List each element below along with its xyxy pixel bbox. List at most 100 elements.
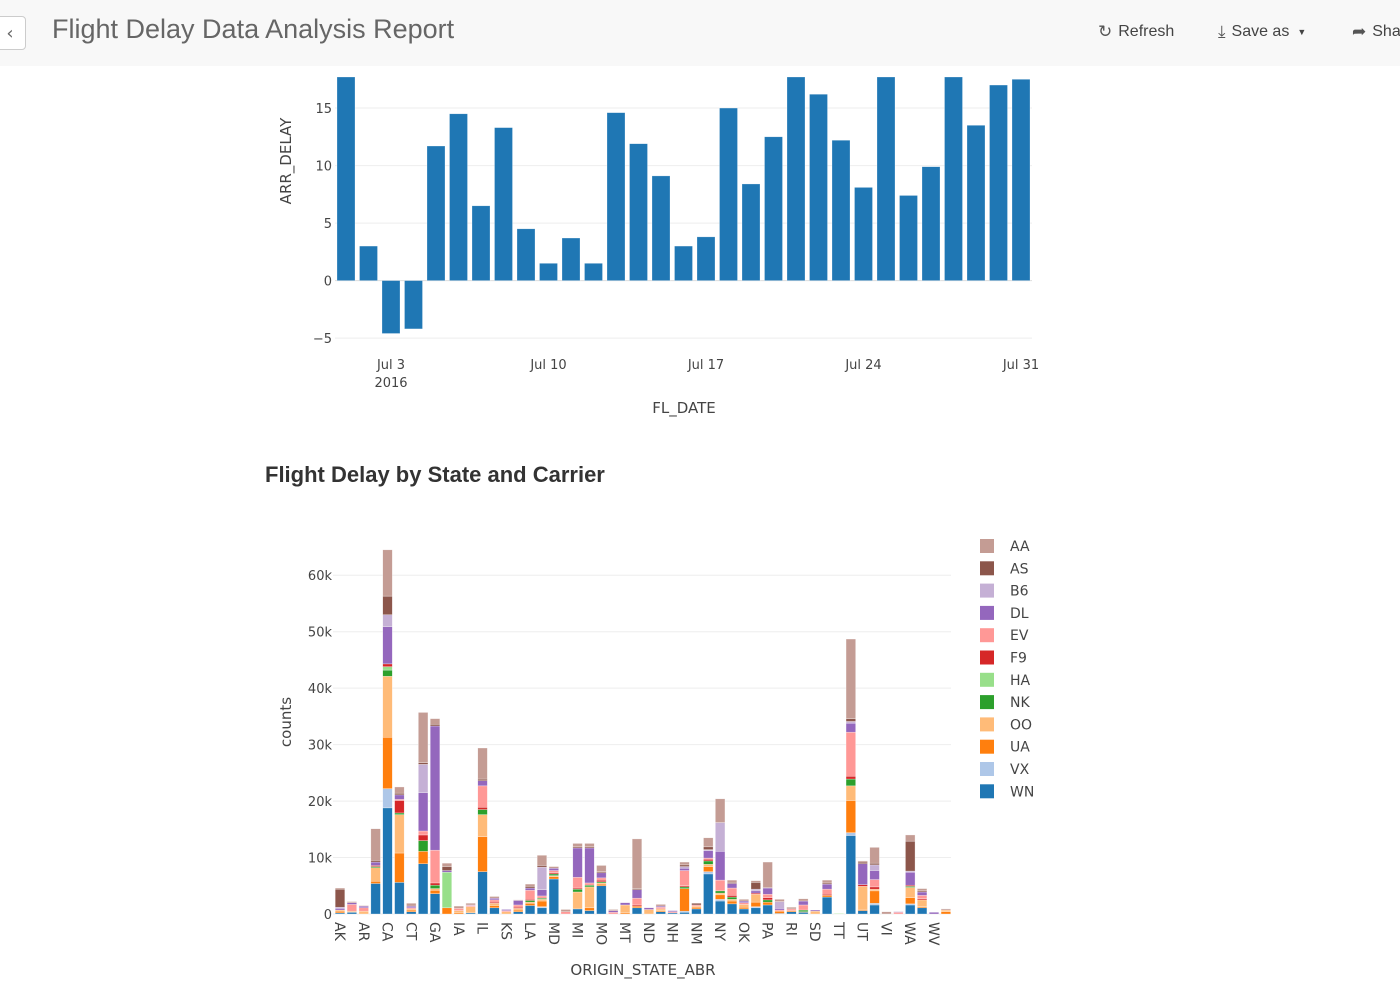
bar-segment-GA-EV: [429, 849, 441, 884]
bar-segment-NY-UA: [715, 894, 726, 900]
bar-segment-MT-DL: [620, 902, 631, 906]
bar-segment-NV-B6: [703, 849, 714, 852]
bar-segment-MS-EV: [608, 912, 619, 915]
bar-segment-MI-NK: [572, 888, 583, 893]
y-axis-title: counts: [277, 697, 295, 747]
bar-segment-NM-UA: [691, 906, 702, 910]
bar-segment-CA-F9: [382, 663, 393, 667]
bar-segment-MO-AS: [596, 871, 607, 874]
bar-segment-PR-EV: [774, 909, 785, 912]
bar-segment-MN-AS: [584, 846, 595, 849]
bar-segment-NM-OO: [691, 905, 702, 908]
bar-segment-IA-AA: [453, 905, 464, 909]
bar-segment-IN-DL: [489, 897, 500, 901]
share-label: Share: [1372, 23, 1400, 40]
bar-segment-OR-WN: [750, 907, 761, 915]
bar-segment-MO-DL: [596, 872, 607, 879]
bar-segment-OH-UA: [726, 900, 738, 905]
refresh-button[interactable]: ↻ Refresh: [1098, 22, 1174, 42]
legend-label: VX: [1010, 762, 1030, 778]
y-tick-label: 10k: [308, 852, 333, 867]
bar-segment-NE-AA: [655, 904, 666, 907]
back-button[interactable]: ‹: [0, 16, 26, 50]
bar-segment-TN-UA: [822, 895, 833, 898]
bar-segment-MN-DL: [584, 847, 595, 884]
x-tick-label: TT: [830, 921, 846, 939]
bar-segment-LA-AS: [525, 886, 536, 889]
y-tick-label: 15: [315, 102, 332, 117]
bar-segment-WY-UA: [940, 911, 951, 915]
bar-segment-MI-F9: [572, 887, 583, 890]
bar-segment-TX-OO: [845, 785, 856, 801]
bar-segment-MN-UA: [584, 907, 595, 911]
share-button[interactable]: ➦ Share: [1352, 22, 1400, 42]
x-tick-label: CT: [402, 922, 418, 941]
bar-segment-AR-AA: [358, 905, 369, 907]
x-tick-label: MD: [545, 922, 561, 945]
bar-segment-NE-WN: [655, 911, 666, 915]
bar-segment-NE-DL: [655, 905, 666, 908]
bar-segment-CA-WN: [382, 807, 393, 915]
bar-2016-07-14: [629, 143, 648, 281]
bar-segment-ID-OO: [465, 906, 476, 914]
bar-segment-LA-UA: [525, 903, 536, 906]
bar-segment-GA-AS: [429, 724, 441, 727]
bar-2016-07-11: [561, 237, 581, 281]
bar-segment-GA-OO: [429, 888, 441, 891]
x-tick-label: Jul 17: [687, 358, 724, 373]
x-axis-title: ORIGIN_STATE_ABR: [570, 961, 715, 980]
bar-segment-CT-AA: [406, 903, 417, 907]
bar-segment-WA-VX: [905, 903, 916, 906]
bar-segment-PA-WN: [762, 904, 773, 915]
bar-segment-MO-NK: [596, 881, 607, 884]
bar-segment-WA-UA: [905, 897, 916, 905]
x-tick-label: NY: [711, 922, 727, 941]
bar-segment-NJ-B6: [679, 866, 690, 869]
bar-segment-PR-AA: [774, 899, 785, 902]
bar-segment-KY-DL: [513, 900, 524, 906]
bar-segment-NJ-VX: [679, 910, 690, 913]
bar-segment-LA-EV: [525, 890, 536, 900]
bar-segment-OK-AA: [738, 899, 749, 902]
bar-segment-MA-OO: [536, 899, 548, 902]
x-tick-label: PA: [759, 922, 775, 940]
bar-segment-MD-OO: [548, 875, 559, 877]
bar-segment-MI-OO: [572, 891, 583, 910]
bar-segment-MO-AA: [596, 865, 607, 872]
bar-segment-WA-B6: [905, 870, 916, 873]
bar-segment-LA-AA: [525, 883, 536, 887]
bar-segment-WA-F9: [905, 884, 916, 887]
bar-segment-MA-EV: [536, 895, 548, 899]
bar-segment-NY-AA: [715, 798, 726, 823]
bar-segment-VA-UA: [869, 890, 880, 904]
bar-segment-AR-OO: [358, 910, 369, 915]
bar-segment-WI-OO: [917, 899, 928, 907]
bar-segment-WA-AS: [905, 840, 916, 872]
bar-segment-WA-WN: [905, 904, 916, 915]
bar-segment-MI-AS: [572, 846, 583, 849]
bar-segment-TN-EV: [822, 888, 833, 895]
bar-segment-MO-OO: [596, 882, 607, 885]
x-axis-title: FL_DATE: [652, 399, 716, 418]
bar-segment-OR-F9: [750, 892, 761, 895]
bar-segment-NH-WN: [667, 912, 678, 915]
bar-segment-LA-NK: [525, 900, 536, 903]
bar-segment-VI-AA: [881, 911, 892, 915]
x-tick-label: CA: [379, 922, 395, 942]
bar-segment-IL-NK: [477, 809, 488, 815]
bar-segment-KY-WN: [513, 911, 524, 915]
bar-segment-NJ-WN: [679, 912, 690, 915]
bar-segment-CA-DL: [382, 626, 393, 665]
bar-segment-NC-AS: [631, 888, 643, 890]
bar-segment-TX-B6: [845, 721, 856, 724]
x-tick-label: IA: [450, 922, 466, 936]
bar-segment-WI-F9: [917, 898, 928, 901]
x-tick-label: Jul 31: [1002, 358, 1039, 373]
x-tick-label: ND: [640, 922, 656, 943]
bar-segment-UT-DL: [857, 863, 868, 885]
bar-segment-NE-EV: [655, 906, 666, 910]
save-as-button[interactable]: ⤓ Save as ▼: [1218, 22, 1306, 42]
bar-segment-NJ-AA: [679, 861, 690, 866]
bar-2016-07-01: [336, 76, 356, 281]
bar-segment-IN-AA: [489, 896, 500, 899]
